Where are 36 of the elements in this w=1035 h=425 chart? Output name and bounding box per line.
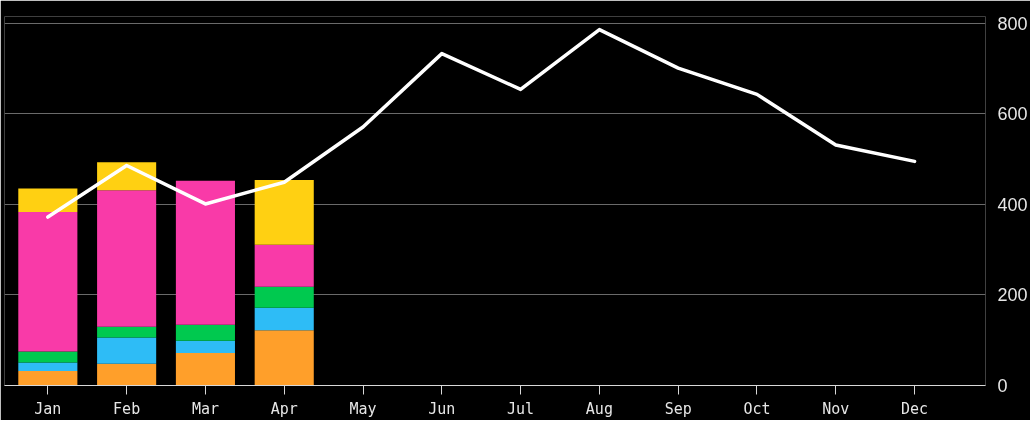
y-tick-label: 400 <box>997 194 1028 215</box>
bar <box>175 324 235 341</box>
bar <box>97 337 157 364</box>
y-tick-label: 200 <box>997 285 1028 306</box>
x-tick-label: Oct <box>743 399 771 418</box>
x-tick-label: Jun <box>428 399 456 418</box>
bar <box>97 363 157 386</box>
bar <box>254 244 314 287</box>
bar <box>254 286 314 308</box>
bar <box>254 179 314 245</box>
bar <box>254 307 314 331</box>
x-tick-label: Nov <box>822 399 850 418</box>
y-tick-label: 800 <box>997 13 1028 34</box>
bar <box>175 180 235 325</box>
bar <box>18 362 78 372</box>
y-tick-label: 0 <box>997 376 1008 396</box>
x-tick-label: May <box>349 399 377 418</box>
x-tick-label: Jan <box>34 399 62 418</box>
x-tick-label: Aug <box>585 399 613 418</box>
y-tick-label: 600 <box>997 104 1028 125</box>
bar <box>18 188 78 213</box>
bar <box>97 326 157 338</box>
bar <box>18 351 78 363</box>
x-tick-label: Mar <box>191 399 219 418</box>
bar <box>175 352 235 386</box>
x-tick-label: Jul <box>507 399 535 418</box>
x-tick-label: Feb <box>113 399 141 418</box>
line-series <box>46 27 917 219</box>
bar <box>18 212 78 352</box>
bar <box>97 190 157 327</box>
bar <box>175 340 235 353</box>
bar <box>254 330 314 386</box>
bar <box>18 371 78 386</box>
x-tick-label: Sep <box>664 399 692 418</box>
x-tick-label: Apr <box>270 399 298 418</box>
x-tick-label: Dec <box>901 399 929 418</box>
